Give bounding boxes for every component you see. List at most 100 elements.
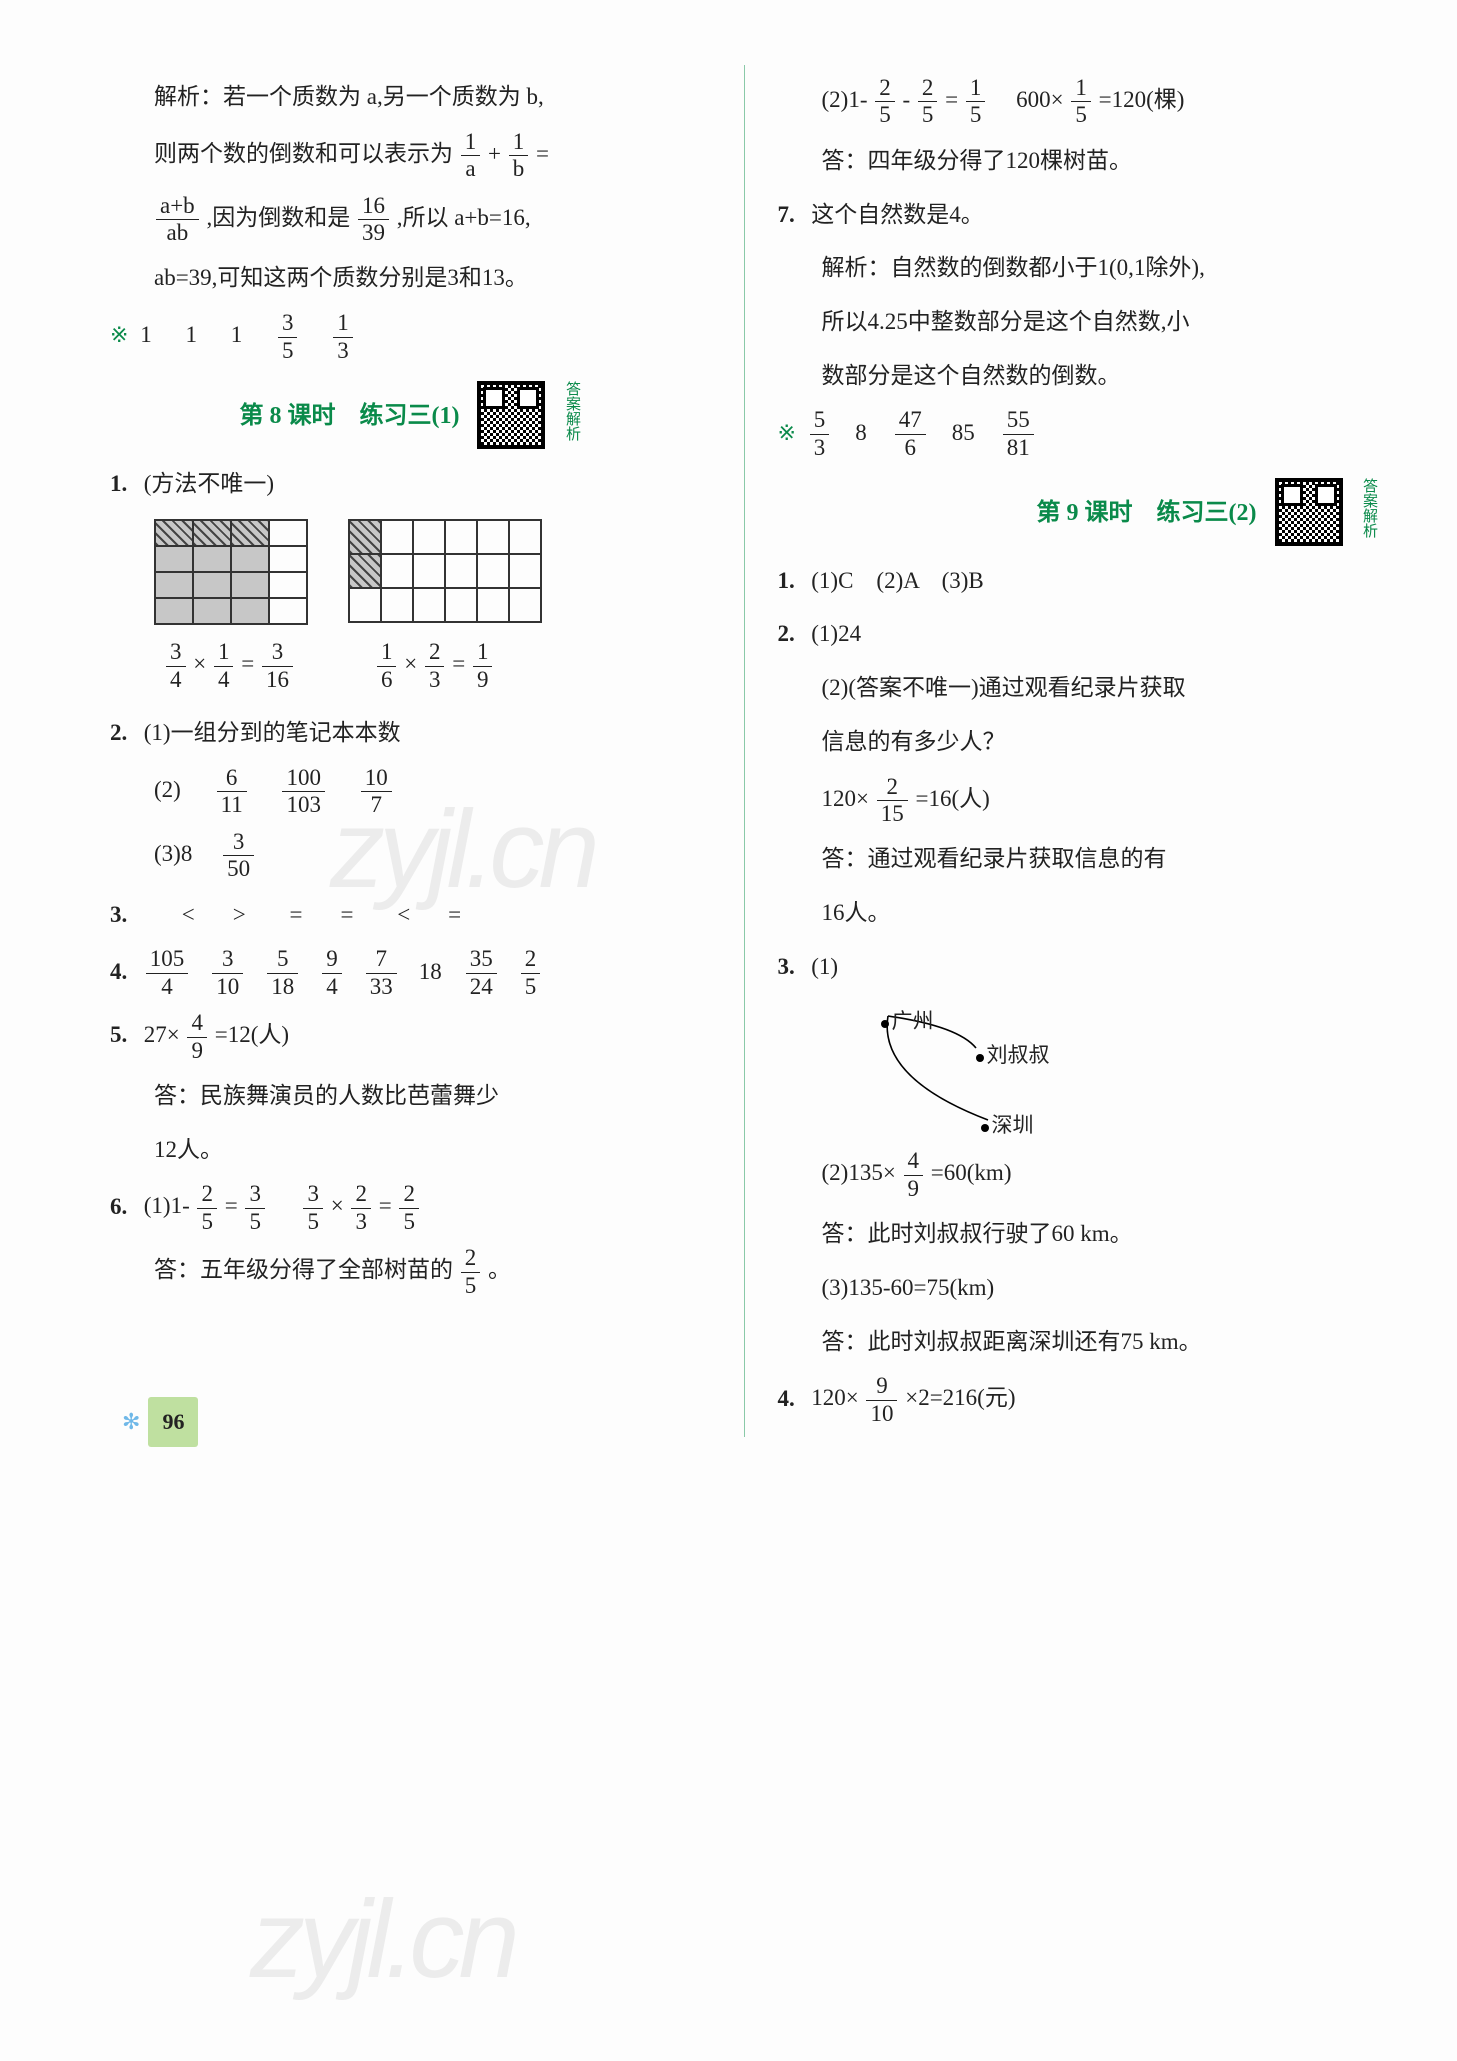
grid-cell [381,520,413,554]
rq2-label: 2. [778,612,806,656]
grid-cell [193,572,231,598]
grid-cell [413,520,445,554]
r-q6-2: (2)1- 25 - 25 = 15 600× 15 =120(棵) [778,75,1378,129]
grid-cell [477,588,509,622]
jiexi-l2-pre: 则两个数的倒数和可以表示为 [154,141,453,166]
column-divider [744,65,745,1437]
q4-frac: 310 [212,946,243,1000]
q7-jiexi-l2: 所以4.25中整数部分是这个自然数,小 [778,300,1378,344]
jiexi-line3: a+bab ,因为倒数和是 1639 ,所以 a+b=16, [110,193,710,247]
rq2-ans-l1: 答：通过观看纪录片获取信息的有 [778,837,1378,881]
grid-cell [477,554,509,588]
q4-frac: 3524 [466,946,497,1000]
qr-code-icon[interactable] [477,381,545,449]
star2-item: 8 [855,420,867,445]
star-row-right: ※ 538476855581 [778,407,1378,461]
node-guangzhou: 广州 [878,1002,934,1042]
grid-cell [509,554,541,588]
grid-cell [231,572,269,598]
grid-cell [509,520,541,554]
grid-cell [381,554,413,588]
q2-1-text: (1)一组分到的笔记本本数 [144,720,401,745]
grid-1 [154,519,308,625]
grid-cell [349,520,381,554]
grid-cell [445,554,477,588]
rq1-label: 1. [778,559,806,603]
qr-label: 答案解析 [563,381,580,449]
rq1: 1. (1)C (2)A (3)B [778,559,1378,603]
q5-ans-l2: 12人。 [110,1128,710,1172]
q4-frac: 25 [521,946,541,1000]
page-number-value: 96 [148,1397,198,1447]
frac-ab: a+bab [156,193,199,247]
grid-cell [477,520,509,554]
two-column-layout: zyjl.cn zyjl.cn 解析：若一个质数为 a,另一个质数为 b, 则两… [110,65,1377,1437]
rq2-calc: 120× 215 =16(人) [778,774,1378,828]
q2-1: 2. (1)一组分到的笔记本本数 [110,711,710,755]
rq3-2: (2)135× 49 =60(km) [778,1148,1378,1202]
q6-ans: 答：五年级分得了全部树苗的 25 。 [110,1245,710,1299]
q6: 6. (1)1- 25 = 35 35 × 23 = 25 [110,1181,710,1235]
q7: 7. 这个自然数是4。 [778,193,1378,237]
section-9-title: 第 9 课时 练习三(2) [1037,491,1257,537]
grid-cell [193,598,231,624]
star2-frac: 476 [895,407,926,461]
q5: 5. 27× 49 =12(人) [110,1010,710,1064]
q6-label: 6. [110,1185,138,1229]
grid-equations: 34 × 14 = 316 16 × 23 = 19 [164,639,710,693]
grid-cell [155,598,193,624]
page-number: ✻ 96 [122,1397,198,1447]
right-column: (2)1- 25 - 25 = 15 600× 15 =120(棵) 答：四年级… [738,65,1378,1437]
q5-ans-l1: 答：民族舞演员的人数比芭蕾舞少 [110,1074,710,1118]
eq: = [536,141,549,166]
q4-label: 4. [110,950,138,994]
jiexi-line2: 则两个数的倒数和可以表示为 1a + 1b = [110,129,710,183]
asterisk-icon: ✻ [122,1401,140,1443]
q7-jiexi-l3: 数部分是这个自然数的倒数。 [778,354,1378,398]
rq2-2-l1: (2)(答案不唯一)通过观看纪录片获取 [778,666,1378,710]
frac-16-39: 1639 [358,193,389,247]
q2-2: (2) 611 100103 107 [110,765,710,819]
rq3-3: (3)135-60=75(km) [778,1266,1378,1310]
grid-cell [413,588,445,622]
rq4-label: 4. [778,1377,806,1421]
rq3-2-ans: 答：此时刘叔叔行驶了60 km。 [778,1212,1378,1256]
q7-text: 这个自然数是4。 [811,202,984,227]
q4-frac: 733 [366,946,397,1000]
q1-label: 1. [110,462,138,506]
q1: 1. (方法不唯一) [110,462,710,506]
route-diagram: 广州 刘叔叔 深圳 [868,998,1108,1138]
plus: + [488,141,501,166]
star2-frac: 53 [810,407,830,461]
grid-cell [269,520,307,546]
node-liu: 刘叔叔 [973,1036,1050,1076]
grid-cell [269,572,307,598]
qr-label: 答案解析 [1361,478,1378,546]
star-icon: ※ [778,420,796,445]
jiexi-l3-tail: ,所以 a+b=16, [397,205,531,230]
q2-label: 2. [110,711,138,755]
grid-cell [445,520,477,554]
grid-cell [231,546,269,572]
q2-3: (3)8 350 [110,829,710,883]
grid-cell [269,598,307,624]
section-8-title: 第 8 课时 练习三(1) [240,394,460,440]
q1-text: (方法不唯一) [144,471,274,496]
q4-item: 18 [419,959,442,984]
q7-jiexi-l1: 解析：自然数的倒数都小于1(0,1除外), [778,246,1378,290]
q3: 3. <> == <= [110,893,710,937]
q7-label: 7. [778,193,806,237]
grid-cell [349,588,381,622]
jiexi-line4: ab=39,可知这两个质数分别是3和13。 [110,256,710,300]
r-q6-ans: 答：四年级分得了120棵树苗。 [778,139,1378,183]
node-shenzhen: 深圳 [978,1106,1034,1146]
qr-code-icon[interactable] [1275,478,1343,546]
section-9-header: 第 9 课时 练习三(2) 答案解析 [778,477,1378,547]
grid-cell [445,588,477,622]
jiexi-line1: 解析：若一个质数为 a,另一个质数为 b, [110,75,710,119]
frac-1-a: 1a [461,129,481,183]
left-column: 解析：若一个质数为 a,另一个质数为 b, 则两个数的倒数和可以表示为 1a +… [110,65,738,1437]
grid-cell [349,554,381,588]
grid-cell [413,554,445,588]
rq2-2-l2: 信息的有多少人？ [778,720,1378,764]
